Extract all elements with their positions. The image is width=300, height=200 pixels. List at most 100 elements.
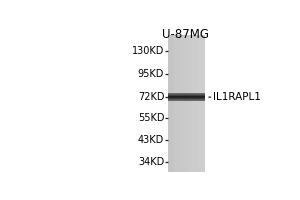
Bar	[168, 131, 205, 132]
Bar	[168, 167, 205, 168]
Bar	[168, 97, 205, 98]
Bar	[168, 83, 205, 84]
Bar	[168, 156, 205, 158]
Bar	[169, 35, 171, 172]
Bar	[186, 35, 188, 172]
Bar	[168, 35, 169, 172]
Bar	[168, 144, 205, 146]
Bar	[168, 48, 205, 50]
Bar	[168, 53, 205, 55]
Bar	[168, 141, 205, 143]
Bar	[168, 98, 205, 99]
Bar	[198, 35, 200, 172]
Bar	[192, 35, 193, 172]
Bar	[187, 35, 188, 172]
Bar	[168, 125, 205, 127]
Bar	[168, 50, 205, 52]
Bar	[168, 103, 205, 105]
Bar	[168, 100, 205, 101]
Bar	[168, 76, 205, 78]
Bar	[168, 149, 205, 151]
Bar	[168, 129, 205, 131]
Bar	[168, 100, 205, 102]
Bar	[168, 139, 205, 141]
Bar	[168, 127, 205, 129]
Bar	[168, 107, 205, 108]
Bar	[168, 36, 205, 38]
Bar	[183, 35, 184, 172]
Bar	[172, 35, 173, 172]
Bar	[168, 94, 205, 95]
Bar	[168, 60, 205, 62]
Bar	[196, 35, 197, 172]
Bar	[168, 52, 205, 54]
Bar	[168, 95, 205, 96]
Bar	[168, 155, 205, 156]
Bar	[168, 91, 205, 93]
Bar	[168, 163, 205, 165]
Bar	[191, 35, 192, 172]
Bar	[168, 69, 205, 71]
Text: 43KD: 43KD	[138, 135, 164, 145]
Bar	[189, 35, 190, 172]
Bar	[168, 97, 205, 98]
Bar	[168, 35, 205, 36]
Bar	[168, 160, 205, 162]
Bar	[168, 165, 205, 167]
Bar	[168, 105, 205, 107]
Text: IL1RAPL1: IL1RAPL1	[213, 92, 261, 102]
Bar	[168, 81, 205, 83]
Bar	[168, 99, 205, 100]
Bar	[168, 93, 205, 94]
Bar	[168, 132, 205, 134]
Bar	[202, 35, 203, 172]
Bar	[168, 96, 205, 98]
Bar	[168, 55, 205, 57]
Bar	[170, 35, 172, 172]
Bar	[168, 45, 205, 47]
Bar	[168, 95, 205, 96]
Bar	[200, 35, 201, 172]
Bar	[168, 120, 205, 122]
Bar	[168, 146, 205, 148]
Bar	[168, 40, 205, 42]
Bar	[168, 96, 205, 97]
Bar	[168, 108, 205, 110]
Text: 72KD: 72KD	[138, 92, 164, 102]
Bar	[168, 168, 205, 170]
Bar	[168, 41, 205, 43]
Bar	[174, 35, 175, 172]
Bar	[168, 158, 205, 160]
Bar	[195, 35, 196, 172]
Bar	[168, 137, 205, 139]
Bar	[178, 35, 179, 172]
Bar	[199, 35, 200, 172]
Bar	[179, 35, 180, 172]
Bar	[168, 143, 205, 144]
Bar	[203, 35, 204, 172]
Bar	[168, 148, 205, 150]
Text: U-87MG: U-87MG	[162, 28, 208, 41]
Text: 34KD: 34KD	[138, 157, 164, 167]
Bar	[168, 115, 205, 117]
Bar	[168, 151, 205, 153]
Bar	[168, 43, 205, 45]
Bar	[168, 136, 205, 138]
Bar	[196, 35, 198, 172]
Bar	[168, 86, 205, 88]
Bar	[168, 124, 205, 126]
Bar	[168, 113, 205, 115]
Bar	[168, 93, 205, 95]
Bar	[190, 35, 191, 172]
Bar	[175, 35, 176, 172]
Bar	[177, 35, 178, 172]
Text: 55KD: 55KD	[138, 113, 164, 123]
Bar	[201, 35, 202, 172]
Text: 95KD: 95KD	[138, 69, 164, 79]
Bar	[168, 98, 205, 100]
Bar	[168, 38, 205, 40]
Bar	[168, 117, 205, 119]
Bar	[168, 64, 205, 66]
Bar	[168, 110, 205, 112]
Bar	[168, 122, 205, 124]
